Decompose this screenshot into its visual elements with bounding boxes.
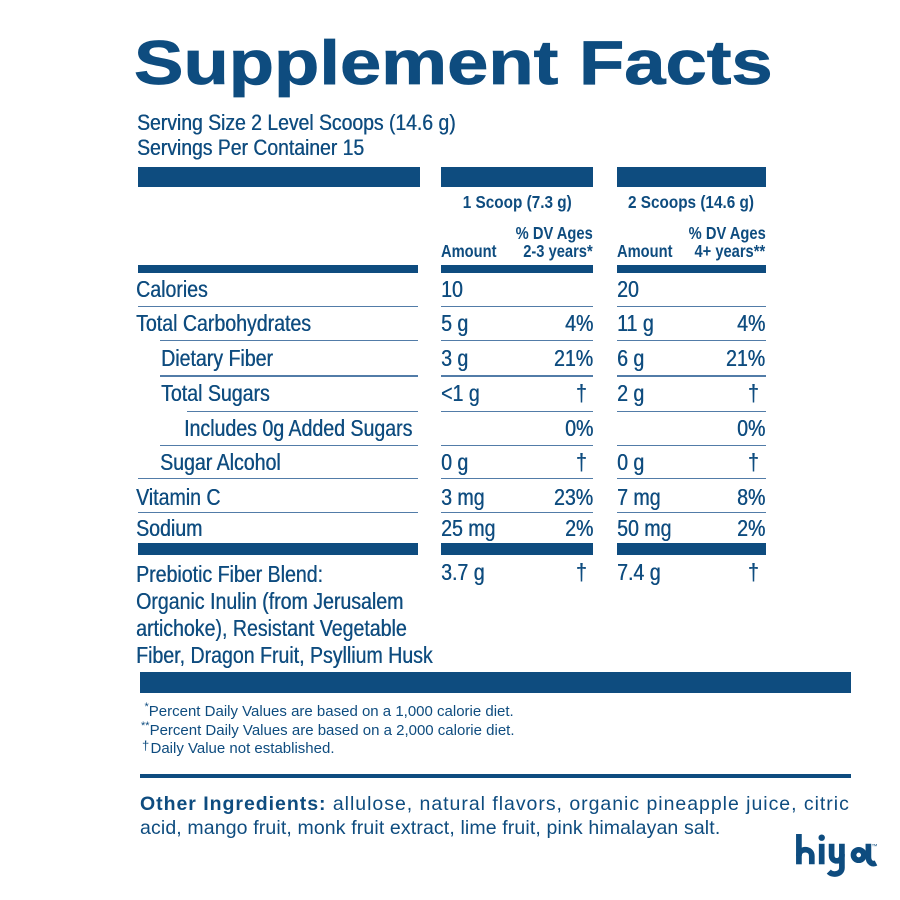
svg-text:™: ™ <box>872 843 878 850</box>
